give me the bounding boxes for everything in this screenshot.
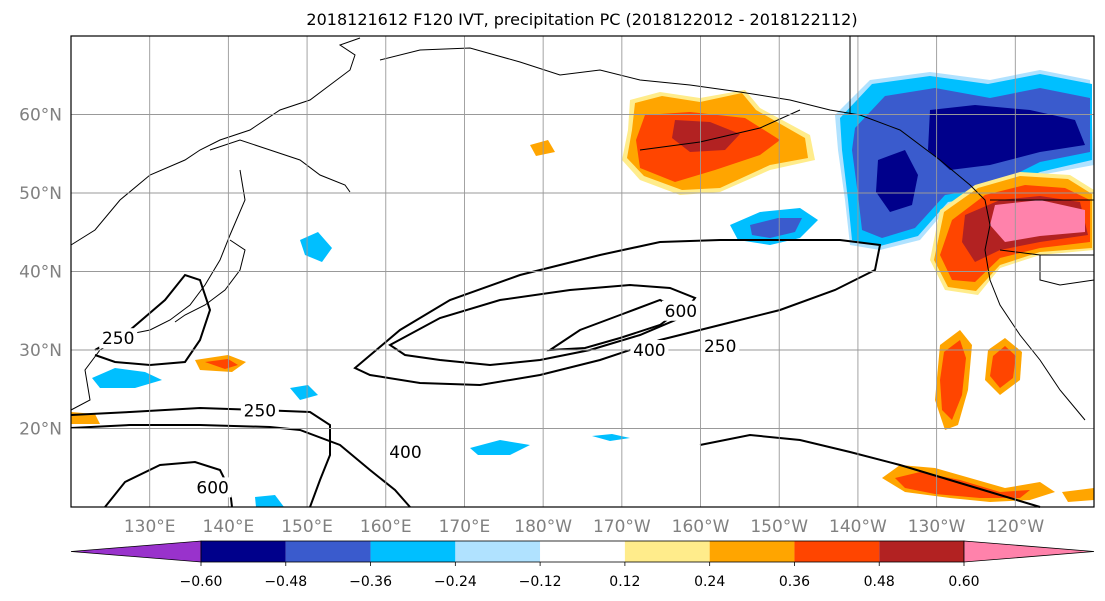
colorbar-bin [201, 541, 286, 562]
coastlines [70, 36, 1095, 421]
precip-fill-subtrop-orange-2 [1062, 488, 1094, 502]
contour-label-bg [701, 336, 740, 357]
lon-tick-labels: 130°E 140°E 150°E 160°E 170°E 180°W 170°W 160°W… [124, 517, 1045, 537]
lon-tick-label: 170°W [593, 517, 651, 537]
colorbar-bin [455, 541, 541, 562]
colorbar [70, 540, 1095, 563]
contour-label: 250 [704, 337, 736, 357]
lat-tick-label: 60°N [19, 106, 62, 126]
colorbar-extend-high [963, 540, 1095, 563]
lat-tick-label: 50°N [19, 184, 62, 204]
lon-tick-label: 130°E [124, 517, 176, 537]
ivt-contour-250-east [699, 433, 1041, 508]
lon-tick-label: 170°E [439, 517, 491, 537]
ivt-contour-250-main [353, 239, 882, 387]
colorbar-bin [624, 541, 710, 562]
colorbar-tick-label: 0.60 [948, 574, 979, 590]
colorbar-tick-label: −0.60 [180, 574, 223, 590]
precip-fill-gulf-navy [928, 105, 1085, 170]
ivt-contour-250-asia [94, 273, 212, 367]
colorbar-tick-label: 0.12 [609, 574, 640, 590]
contour-label-bg [630, 340, 669, 360]
colorbar-tick-label: −0.12 [519, 574, 562, 590]
state-borders [990, 199, 1095, 286]
chart-title: 2018121612 F120 IVT, precipitation PC (2… [306, 10, 857, 29]
lat-tick-label: 20°N [19, 420, 62, 440]
lon-tick-label: 140°E [203, 517, 255, 537]
precip-fill-bering-darkred [672, 120, 740, 152]
precip-fill-gulf-navy-2 [876, 150, 918, 212]
colorbar-tick-label: −0.48 [264, 574, 307, 590]
lon-tick-label: 120°W [986, 517, 1044, 537]
coast-asia [70, 37, 361, 411]
lon-tick-label: 150°W [750, 517, 808, 537]
colorbar-bin [370, 541, 456, 562]
contour-label-bg [99, 328, 138, 349]
ivt-contour-400-sub [70, 424, 411, 508]
lat-tick-label: 30°N [19, 341, 62, 361]
precip-fill-pnw-pink [990, 200, 1085, 242]
coast-alaska [379, 47, 861, 151]
lon-tick-label: 150°E [281, 517, 333, 537]
colorbar-tick-labels: −0.60 −0.48 −0.36 −0.24 −0.12 0.12 0.24 0.36 0.4… [180, 562, 980, 590]
precip-fill-tropical-neg-1 [470, 440, 530, 455]
precip-fill-phil-pos-red [205, 359, 238, 369]
lon-tick-label: 130°W [908, 517, 966, 537]
precip-anomaly-fills [71, 70, 1094, 507]
precip-fill-subtrop-red [895, 472, 1030, 498]
coast-na-west [859, 114, 1086, 421]
lon-tick-label: 140°W [829, 517, 887, 537]
colorbar-tick-label: −0.24 [434, 574, 477, 590]
colorbar-bin [540, 541, 625, 562]
precip-fill-ca-2-red [990, 346, 1016, 388]
contour-label: 600 [196, 478, 228, 498]
contour-label-bg [240, 400, 279, 421]
contour-label-bg [193, 477, 232, 498]
precip-fill-aleut-spot [530, 140, 555, 156]
colorbar-bin [794, 541, 880, 562]
graticule [71, 36, 1094, 507]
precip-fill-ca-1-red [940, 340, 966, 420]
lon-tick-label: 160°W [672, 517, 730, 537]
colorbar-bin [879, 541, 964, 562]
precip-fill-central-neg-blue [750, 218, 802, 238]
precip-fill-tropical-neg-2 [255, 495, 284, 507]
precip-fill-tropical-neg-4 [592, 434, 630, 441]
colorbar-extend-low [70, 540, 202, 563]
lon-tick-label: 180°W [514, 517, 572, 537]
contour-label: 400 [389, 443, 421, 463]
colorbar-tick-label: 0.48 [864, 574, 895, 590]
colorbar-tick-label: 0.36 [779, 574, 810, 590]
precip-fill-tropical-neg-3 [290, 385, 318, 400]
coast-japan [174, 239, 246, 323]
colorbar-tick-label: 0.24 [694, 574, 725, 590]
contour-label: 250 [244, 401, 276, 421]
lon-tick-label: 160°E [360, 517, 412, 537]
colorbar-tick-label: −0.36 [349, 574, 392, 590]
colorbar-bin [285, 541, 371, 562]
contour-label-bg [661, 300, 700, 321]
precip-fill-phil-neg [92, 368, 162, 388]
precip-fill-japan-neg [300, 232, 332, 262]
lat-tick-label: 40°N [19, 263, 62, 283]
contour-label-bg [386, 442, 425, 463]
map-border [70, 35, 1095, 508]
contour-label: 250 [102, 329, 134, 349]
ivt-contour-250-sub [70, 406, 331, 508]
contour-label: 600 [665, 302, 697, 322]
colorbar-bin [709, 541, 795, 562]
contour-label: 400 [633, 341, 665, 361]
lat-tick-labels: 20°N 30°N 40°N 50°N 60°N [19, 106, 62, 440]
